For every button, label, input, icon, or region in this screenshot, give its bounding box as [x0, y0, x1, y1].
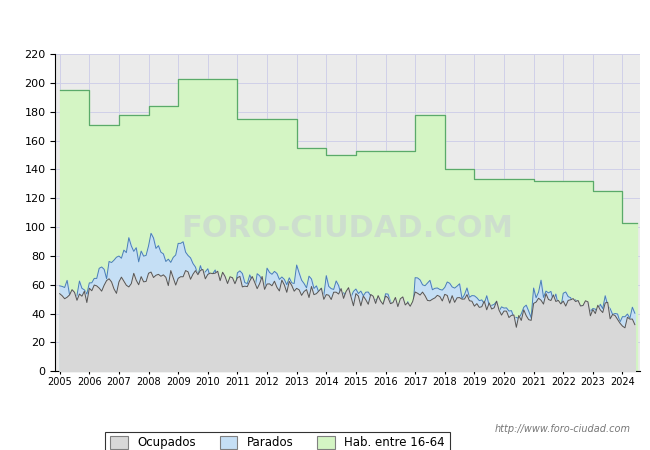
Text: FORO-CIUDAD.COM: FORO-CIUDAD.COM	[182, 214, 514, 243]
Text: http://www.foro-ciudad.com: http://www.foro-ciudad.com	[495, 424, 630, 434]
Legend: Ocupados, Parados, Hab. entre 16-64: Ocupados, Parados, Hab. entre 16-64	[105, 432, 450, 450]
Text: Villafranca de Duero - Evolucion de la poblacion en edad de Trabajar Mayo de 202: Villafranca de Duero - Evolucion de la p…	[79, 17, 571, 30]
